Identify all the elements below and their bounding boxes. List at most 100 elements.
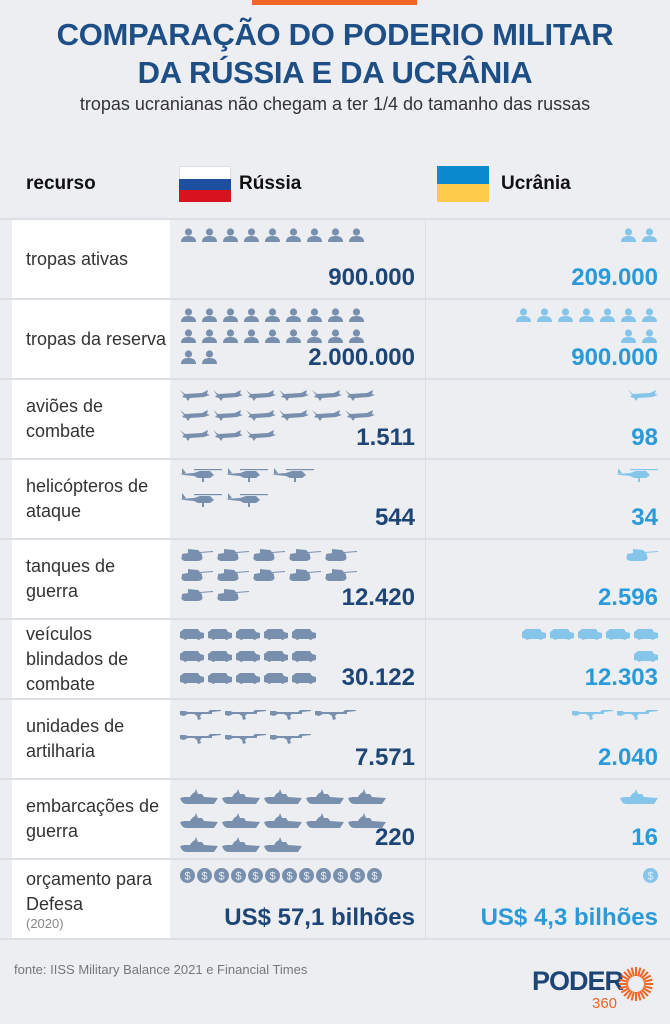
fighter-jet-icon <box>345 388 375 406</box>
warship-icon <box>348 788 386 809</box>
fighter-jet-icon <box>180 388 210 406</box>
soldier-icon <box>348 329 365 348</box>
russia-cell: $ $ $ $ $ $ $ $ $ $ $ $ US$ 57,1 bilhões <box>170 860 426 938</box>
fighter-jet-icon <box>312 408 342 426</box>
soldier-icon <box>285 228 302 247</box>
rifle-icon <box>617 708 658 726</box>
soldier-icon <box>306 329 323 348</box>
russia-cell: 544 <box>170 460 426 538</box>
fighter-jet-icon <box>628 388 658 406</box>
russia-value: 7.571 <box>354 744 415 771</box>
armored-vehicle-icon <box>292 628 316 646</box>
warship-icon <box>222 788 260 809</box>
soldier-icon <box>641 228 658 247</box>
fighter-jet-icon <box>246 428 276 446</box>
row-label-cell: embarcações de guerra <box>12 780 170 858</box>
dollar-coin-icon: $ <box>180 868 195 888</box>
row-label-cell: tropas da reserva <box>12 300 170 378</box>
soldier-icon <box>620 308 637 327</box>
russia-value: 2.000.000 <box>308 344 415 371</box>
soldier-icon <box>327 329 344 348</box>
dollar-coin-icon: $ <box>367 868 382 888</box>
fighter-jet-icon <box>345 408 375 426</box>
page-title: COMPARAÇÃO DO PODERIO MILITAR DA RÚSSIA … <box>0 16 670 92</box>
soldier-icon <box>641 329 658 348</box>
rifle-icon <box>225 732 266 750</box>
dollar-coin-icon: $ <box>197 868 212 888</box>
ukraine-value: US$ 4,3 bilhões <box>480 904 658 931</box>
armored-vehicle-icon <box>208 628 232 646</box>
armored-vehicle-icon <box>236 672 260 690</box>
fighter-jet-icon <box>213 408 243 426</box>
russia-cell: 220 <box>170 780 426 858</box>
soldier-icon <box>201 228 218 247</box>
row-label-cell: orçamento para Defesa (2020) <box>12 860 170 938</box>
dollar-coin-icon: $ <box>316 868 331 888</box>
tank-icon <box>216 568 249 586</box>
dollar-coin-icon: $ <box>299 868 314 888</box>
ukraine-icon-group <box>498 468 658 487</box>
armored-vehicle-icon <box>264 650 288 668</box>
ukraine-value: 2.040 <box>597 744 658 771</box>
warship-icon <box>306 788 344 809</box>
ukraine-cell: 209.000 <box>426 220 670 298</box>
armored-vehicle-icon <box>180 650 204 668</box>
svg-text:$: $ <box>235 871 241 883</box>
tank-icon <box>216 588 249 606</box>
helicopter-icon <box>272 468 314 487</box>
row-label-cell: tanques de guerra <box>12 540 170 618</box>
russia-value: 900.000 <box>328 264 415 291</box>
ukraine-flag-icon <box>437 166 489 202</box>
svg-text:$: $ <box>320 871 326 883</box>
ukraine-cell: 2.040 <box>426 700 670 778</box>
source-note: fonte: IISS Military Balance 2021 e Fina… <box>14 962 308 977</box>
dollar-coin-icon: $ <box>248 868 263 888</box>
tank-icon <box>324 548 357 566</box>
dollar-coin-icon: $ <box>643 868 658 888</box>
tank-icon <box>625 548 658 566</box>
warship-icon <box>180 788 218 809</box>
armored-vehicle-icon <box>236 650 260 668</box>
soldier-icon <box>222 308 239 327</box>
russia-icon-group <box>180 708 365 750</box>
armored-vehicle-icon <box>208 672 232 690</box>
rifle-icon <box>315 708 356 726</box>
warship-icon <box>264 788 302 809</box>
table-row: embarcações de guerra 220 16 <box>0 780 670 860</box>
tank-icon <box>288 568 321 586</box>
soldier-icon <box>578 308 595 327</box>
ukraine-value: 16 <box>631 824 658 851</box>
soldier-icon <box>285 308 302 327</box>
russia-value: US$ 57,1 bilhões <box>224 904 415 931</box>
soldier-icon <box>180 350 197 369</box>
dollar-coin-icon: $ <box>333 868 348 888</box>
armored-vehicle-icon <box>550 628 574 646</box>
tank-icon <box>252 568 285 586</box>
rifle-icon <box>270 732 311 750</box>
soldier-icon <box>557 308 574 327</box>
tank-icon <box>252 548 285 566</box>
soldier-icon <box>536 308 553 327</box>
russia-icon-group <box>180 388 380 446</box>
table-row: tropas da reserva 2.000.000 900.000 <box>0 300 670 380</box>
armored-vehicle-icon <box>292 672 316 690</box>
soldier-icon <box>180 308 197 327</box>
ukraine-cell: 12.303 <box>426 620 670 698</box>
ukraine-cell: 2.596 <box>426 540 670 618</box>
fighter-jet-icon <box>246 388 276 406</box>
russia-value: 12.420 <box>341 584 415 611</box>
logo-number: 360 <box>592 995 617 1010</box>
russia-value: 30.122 <box>341 664 415 691</box>
soldier-icon <box>243 228 260 247</box>
row-label-cell: unidades de artilharia <box>12 700 170 778</box>
svg-text:$: $ <box>218 871 224 883</box>
svg-text:$: $ <box>286 871 292 883</box>
title-line-1: COMPARAÇÃO DO PODERIO MILITAR <box>56 17 614 52</box>
helicopter-icon <box>180 468 222 487</box>
svg-text:$: $ <box>371 871 377 883</box>
row-label-cell: aviões de combate <box>12 380 170 458</box>
warship-icon <box>180 836 218 857</box>
soldier-icon <box>180 228 197 247</box>
russia-icon-group <box>180 308 370 369</box>
svg-text:$: $ <box>184 871 190 883</box>
